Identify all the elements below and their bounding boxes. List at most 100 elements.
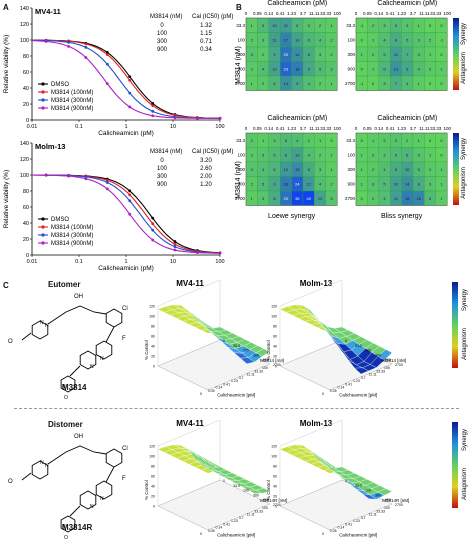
- heatmap-col-header: Calicheamicin (pM): [377, 115, 437, 122]
- col-tick: 33.33: [320, 126, 332, 131]
- heatmap-cell-value: 3: [308, 23, 311, 28]
- y-tick: 900: [263, 498, 269, 502]
- row-axis-label: M3814 (nM): [235, 46, 242, 84]
- surface-wall: [157, 419, 221, 506]
- legend-label: M3814 (300nM): [51, 233, 93, 239]
- heatmap-cell-value: 0: [372, 81, 375, 86]
- y-axis-label: M3814 [nM]: [260, 358, 284, 363]
- col-tick: 100: [333, 11, 341, 16]
- col-tick: 0.05: [363, 126, 372, 131]
- colorbar-top-label: Synergy: [462, 289, 468, 311]
- y-axis-label: M3814R [nM]: [382, 498, 409, 503]
- table-cell: 0.34: [200, 47, 212, 53]
- heatmap-cell-value: 3: [262, 196, 265, 201]
- y-tick-label: 60: [23, 70, 29, 76]
- z-tick: 120: [271, 445, 277, 449]
- heatmap-cell-value: 2: [262, 81, 265, 86]
- heatmap-cell-value: 2: [429, 37, 432, 42]
- y-tick: 900: [263, 358, 269, 362]
- x-tick: 11.11: [369, 373, 377, 377]
- heatmap-cell-value: 14: [405, 181, 410, 186]
- surface-floor: [157, 479, 271, 531]
- eutomer-title: Eutomer: [48, 280, 81, 289]
- atom-label: N: [40, 320, 44, 326]
- y-tick: 33.3: [233, 344, 240, 348]
- x-tick: 3.7: [361, 376, 366, 380]
- heatmap-cell-value: 0: [440, 81, 443, 86]
- row-tick: 300: [347, 167, 355, 172]
- y-axis-label: Relative viability (%): [3, 35, 10, 94]
- heatmap-cell-value: 2: [251, 37, 254, 42]
- col-tick: 11.11: [419, 11, 430, 16]
- heatmap-col-header: Calicheamicin (pM): [267, 115, 327, 122]
- heatmap-cell-value: 1: [262, 138, 265, 143]
- heatmap-cell-value: 3: [418, 152, 421, 157]
- atom-label: N: [100, 496, 104, 502]
- y-tick: 0: [223, 339, 225, 343]
- heatmap-cell-value: 2: [372, 52, 375, 57]
- z-tick: 80: [273, 465, 277, 469]
- heatmap-cell-value: 2: [383, 138, 386, 143]
- heatmap-cell-value: 2: [372, 23, 375, 28]
- x-tick: 0.41: [345, 522, 352, 526]
- y-tick: 100: [243, 489, 249, 493]
- heatmap-cell-value: 8: [273, 196, 276, 201]
- heatmap-cell-value: 0: [440, 23, 443, 28]
- atom-label: OH: [74, 434, 83, 440]
- heatmap-cell-value: 10: [272, 66, 277, 71]
- dose-response-chart-0: 0 20 40 60 80 100 120 140 0.01 0.1 1 10 100 Calicheam…: [3, 6, 233, 137]
- chart-title: Molm-13: [35, 142, 65, 151]
- heatmap-cell-value: 1: [440, 66, 443, 71]
- heatmap-cell-value: 1: [330, 81, 333, 86]
- heatmap-cell-value: 2: [251, 152, 254, 157]
- heatmap-cell-value: 10: [295, 152, 300, 157]
- colorbar-bottom-label: Antagonism: [461, 167, 467, 199]
- legend-label: DMSO: [51, 82, 69, 88]
- col-tick: 33.33: [430, 126, 442, 131]
- legend-marker: [41, 82, 45, 86]
- z-tick: 100: [149, 315, 155, 319]
- heatmap-cell-value: 6: [273, 167, 276, 172]
- x-tick: 11.11: [247, 373, 255, 377]
- heatmap-cell-value: 9: [308, 66, 311, 71]
- x-axis-label: Calicheamicin [pM]: [217, 533, 255, 538]
- row-tick: 2700: [345, 196, 356, 201]
- x-tick: 0.14: [338, 526, 345, 530]
- data-point: [84, 56, 88, 59]
- x-tick-label: 0.01: [27, 124, 38, 130]
- table-cell: 2.00: [200, 174, 212, 180]
- table-cell: 100: [157, 166, 168, 172]
- heatmap-cell-value: 1: [429, 52, 432, 57]
- y-tick: 33.3: [233, 484, 240, 488]
- heatmap-cell-value: 3: [330, 66, 333, 71]
- z-tick: 0: [153, 365, 155, 369]
- row-tick: 33.3: [346, 23, 355, 28]
- section-divider: [14, 408, 459, 409]
- panel-b-letter: B: [236, 3, 242, 12]
- heatmap-cell-value: 5: [406, 37, 409, 42]
- z-axis-label: % Control: [266, 340, 271, 360]
- heatmap-cell-value: 0: [429, 138, 432, 143]
- heatmap-cell-value: 3: [383, 81, 386, 86]
- z-tick: 20: [151, 495, 155, 499]
- atom-label: N: [40, 460, 44, 466]
- heatmap-cell-value: 0: [440, 52, 443, 57]
- table-cell: 100: [157, 31, 168, 37]
- heatmap-cell-value: 6: [406, 152, 409, 157]
- data-point: [195, 116, 199, 120]
- heatmap-cell-value: 15: [295, 167, 300, 172]
- x-tick: 33.33: [376, 369, 385, 373]
- heatmap-col-header: Calicheamicin (pM): [267, 0, 327, 7]
- heatmap-cell-value: 1: [361, 52, 364, 57]
- surface-title: Molm-13: [300, 419, 333, 428]
- heatmap-cell-value: 3: [330, 196, 333, 201]
- heatmap-cell-value: 4: [418, 66, 421, 71]
- heatmap-cell-value: 0: [361, 138, 364, 143]
- z-tick: 40: [151, 345, 155, 349]
- data-point: [67, 174, 70, 178]
- z-tick: 0: [275, 505, 277, 509]
- heatmap-cell-value: 2: [372, 152, 375, 157]
- heatmap-cell-value: 2: [330, 52, 333, 57]
- y-tick-label: 120: [20, 22, 29, 28]
- curve-1: [32, 39, 220, 119]
